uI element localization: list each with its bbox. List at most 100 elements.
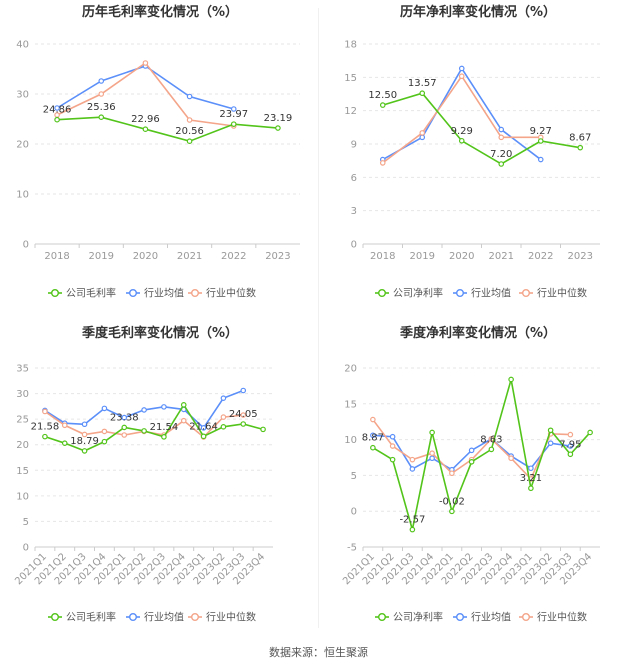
- data-point: [240, 412, 247, 418]
- data-point: [370, 444, 376, 451]
- data-label: 22.96: [131, 114, 160, 125]
- chart-panel-1: 历年毛利率变化情况（%） 0 10 20 30 40 2018 2019 2020 2021 202…: [16, 4, 300, 300]
- legend-label: 行业中位数: [537, 611, 587, 624]
- data-label: 23.97: [219, 109, 248, 120]
- data-point: [42, 408, 48, 415]
- data-label: 21.54: [150, 422, 179, 433]
- x-tick-label: 2021: [489, 251, 514, 262]
- legend-swatch-marker: [456, 613, 465, 622]
- data-point: [230, 121, 237, 127]
- data-point: [389, 443, 396, 449]
- data-point: [379, 160, 386, 166]
- data-point: [409, 456, 416, 463]
- legend-label: 行业中位数: [206, 611, 256, 624]
- legend-label: 行业中位数: [537, 287, 587, 300]
- data-label: 18.79: [70, 436, 99, 447]
- data-point: [186, 117, 193, 123]
- y-tick-label: 25: [16, 415, 29, 426]
- data-label: 8.67: [569, 133, 591, 144]
- legend-swatch-marker: [522, 613, 531, 622]
- data-point: [419, 134, 426, 141]
- legend-swatch-marker: [522, 289, 531, 298]
- data-point: [98, 114, 105, 121]
- legend-swatch-marker: [190, 613, 199, 622]
- x-tick-label: 2019: [89, 251, 114, 262]
- data-point: [458, 73, 465, 80]
- series-line-industry-median: [382, 74, 541, 164]
- legend-swatch-marker: [128, 613, 137, 622]
- chart-title: 季度净利率变化情况（%）: [399, 325, 556, 341]
- data-point: [458, 137, 465, 144]
- data-point: [528, 465, 534, 472]
- data-point: [240, 387, 247, 394]
- y-tick-label: 20: [16, 440, 29, 451]
- data-label: 3.21: [520, 473, 542, 484]
- data-point: [449, 470, 455, 477]
- legend-label: 行业均值: [471, 611, 511, 624]
- legend-label: 公司净利率: [393, 287, 443, 300]
- data-point: [508, 455, 514, 462]
- data-point: [567, 431, 574, 438]
- data-label: 23.19: [264, 113, 293, 124]
- legend-label: 公司毛利率: [66, 611, 116, 624]
- legend-label: 行业中位数: [206, 287, 256, 300]
- y-tick-label: 6: [351, 173, 357, 184]
- data-point: [98, 78, 105, 84]
- data-point: [240, 421, 247, 427]
- y-tick-label: 15: [344, 399, 357, 410]
- y-tick-label: 0: [351, 240, 357, 251]
- data-label: 24.05: [229, 409, 258, 420]
- data-point: [498, 126, 505, 133]
- y-tick-label: 9: [351, 140, 357, 151]
- data-point: [161, 434, 167, 440]
- chart-panel-4: 季度净利率变化情况（%）-5051015202021Q12021Q22021Q3…: [341, 325, 600, 624]
- data-label: 24.86: [43, 105, 72, 116]
- y-tick-label: 18: [344, 40, 357, 51]
- chart-panel-3: 季度毛利率变化情况（%）051015202530352021Q12021Q220…: [13, 325, 273, 624]
- data-point: [142, 126, 149, 133]
- legend-swatch-marker: [378, 613, 387, 622]
- data-point: [180, 417, 187, 424]
- x-tick-label: 2020: [449, 251, 474, 262]
- data-point: [587, 429, 593, 436]
- data-point: [101, 438, 108, 445]
- data-point: [389, 433, 396, 440]
- data-label: 9.27: [530, 126, 552, 137]
- x-tick-label: 2023: [265, 251, 290, 262]
- data-point: [121, 432, 128, 438]
- x-tick-label: 2022: [528, 251, 553, 262]
- chart-panel-2: 历年净利率变化情况（%） 0 3 6 9 12 15 18 2018 2019 2020 2021 20…: [344, 4, 600, 300]
- legend-swatch-marker: [51, 289, 60, 298]
- data-point: [161, 404, 167, 410]
- data-point: [61, 422, 68, 429]
- data-label: 13.57: [408, 78, 437, 89]
- chart-title: 历年净利率变化情况（%）: [400, 4, 556, 20]
- chart-title: 历年毛利率变化情况（%）: [82, 4, 238, 20]
- data-point: [54, 105, 60, 111]
- series-line-company: [372, 379, 591, 530]
- y-tick-label: 0: [23, 543, 29, 554]
- data-label: 20.56: [175, 126, 204, 137]
- data-label: -2.57: [399, 515, 425, 526]
- legend-swatch-marker: [128, 289, 137, 298]
- y-tick-label: 20: [16, 140, 29, 151]
- data-label: 21.64: [189, 421, 218, 432]
- source-label: 数据来源：恒生聚源: [269, 646, 368, 659]
- data-point: [537, 138, 544, 144]
- legend-swatch-marker: [378, 289, 387, 298]
- chart-title: 季度毛利率变化情况（%）: [81, 325, 238, 341]
- panel-divider: [318, 8, 319, 628]
- data-label: 25.36: [87, 102, 116, 113]
- y-tick-label: 20: [344, 364, 357, 375]
- data-point: [142, 60, 149, 66]
- y-tick-label: 0: [23, 240, 29, 251]
- data-point: [54, 116, 60, 123]
- data-point: [379, 102, 386, 108]
- data-point: [468, 458, 475, 465]
- data-point: [389, 456, 396, 463]
- data-point: [567, 443, 574, 449]
- legend-swatch-marker: [190, 289, 199, 298]
- legend-swatch-marker: [456, 289, 465, 298]
- data-point: [180, 402, 187, 408]
